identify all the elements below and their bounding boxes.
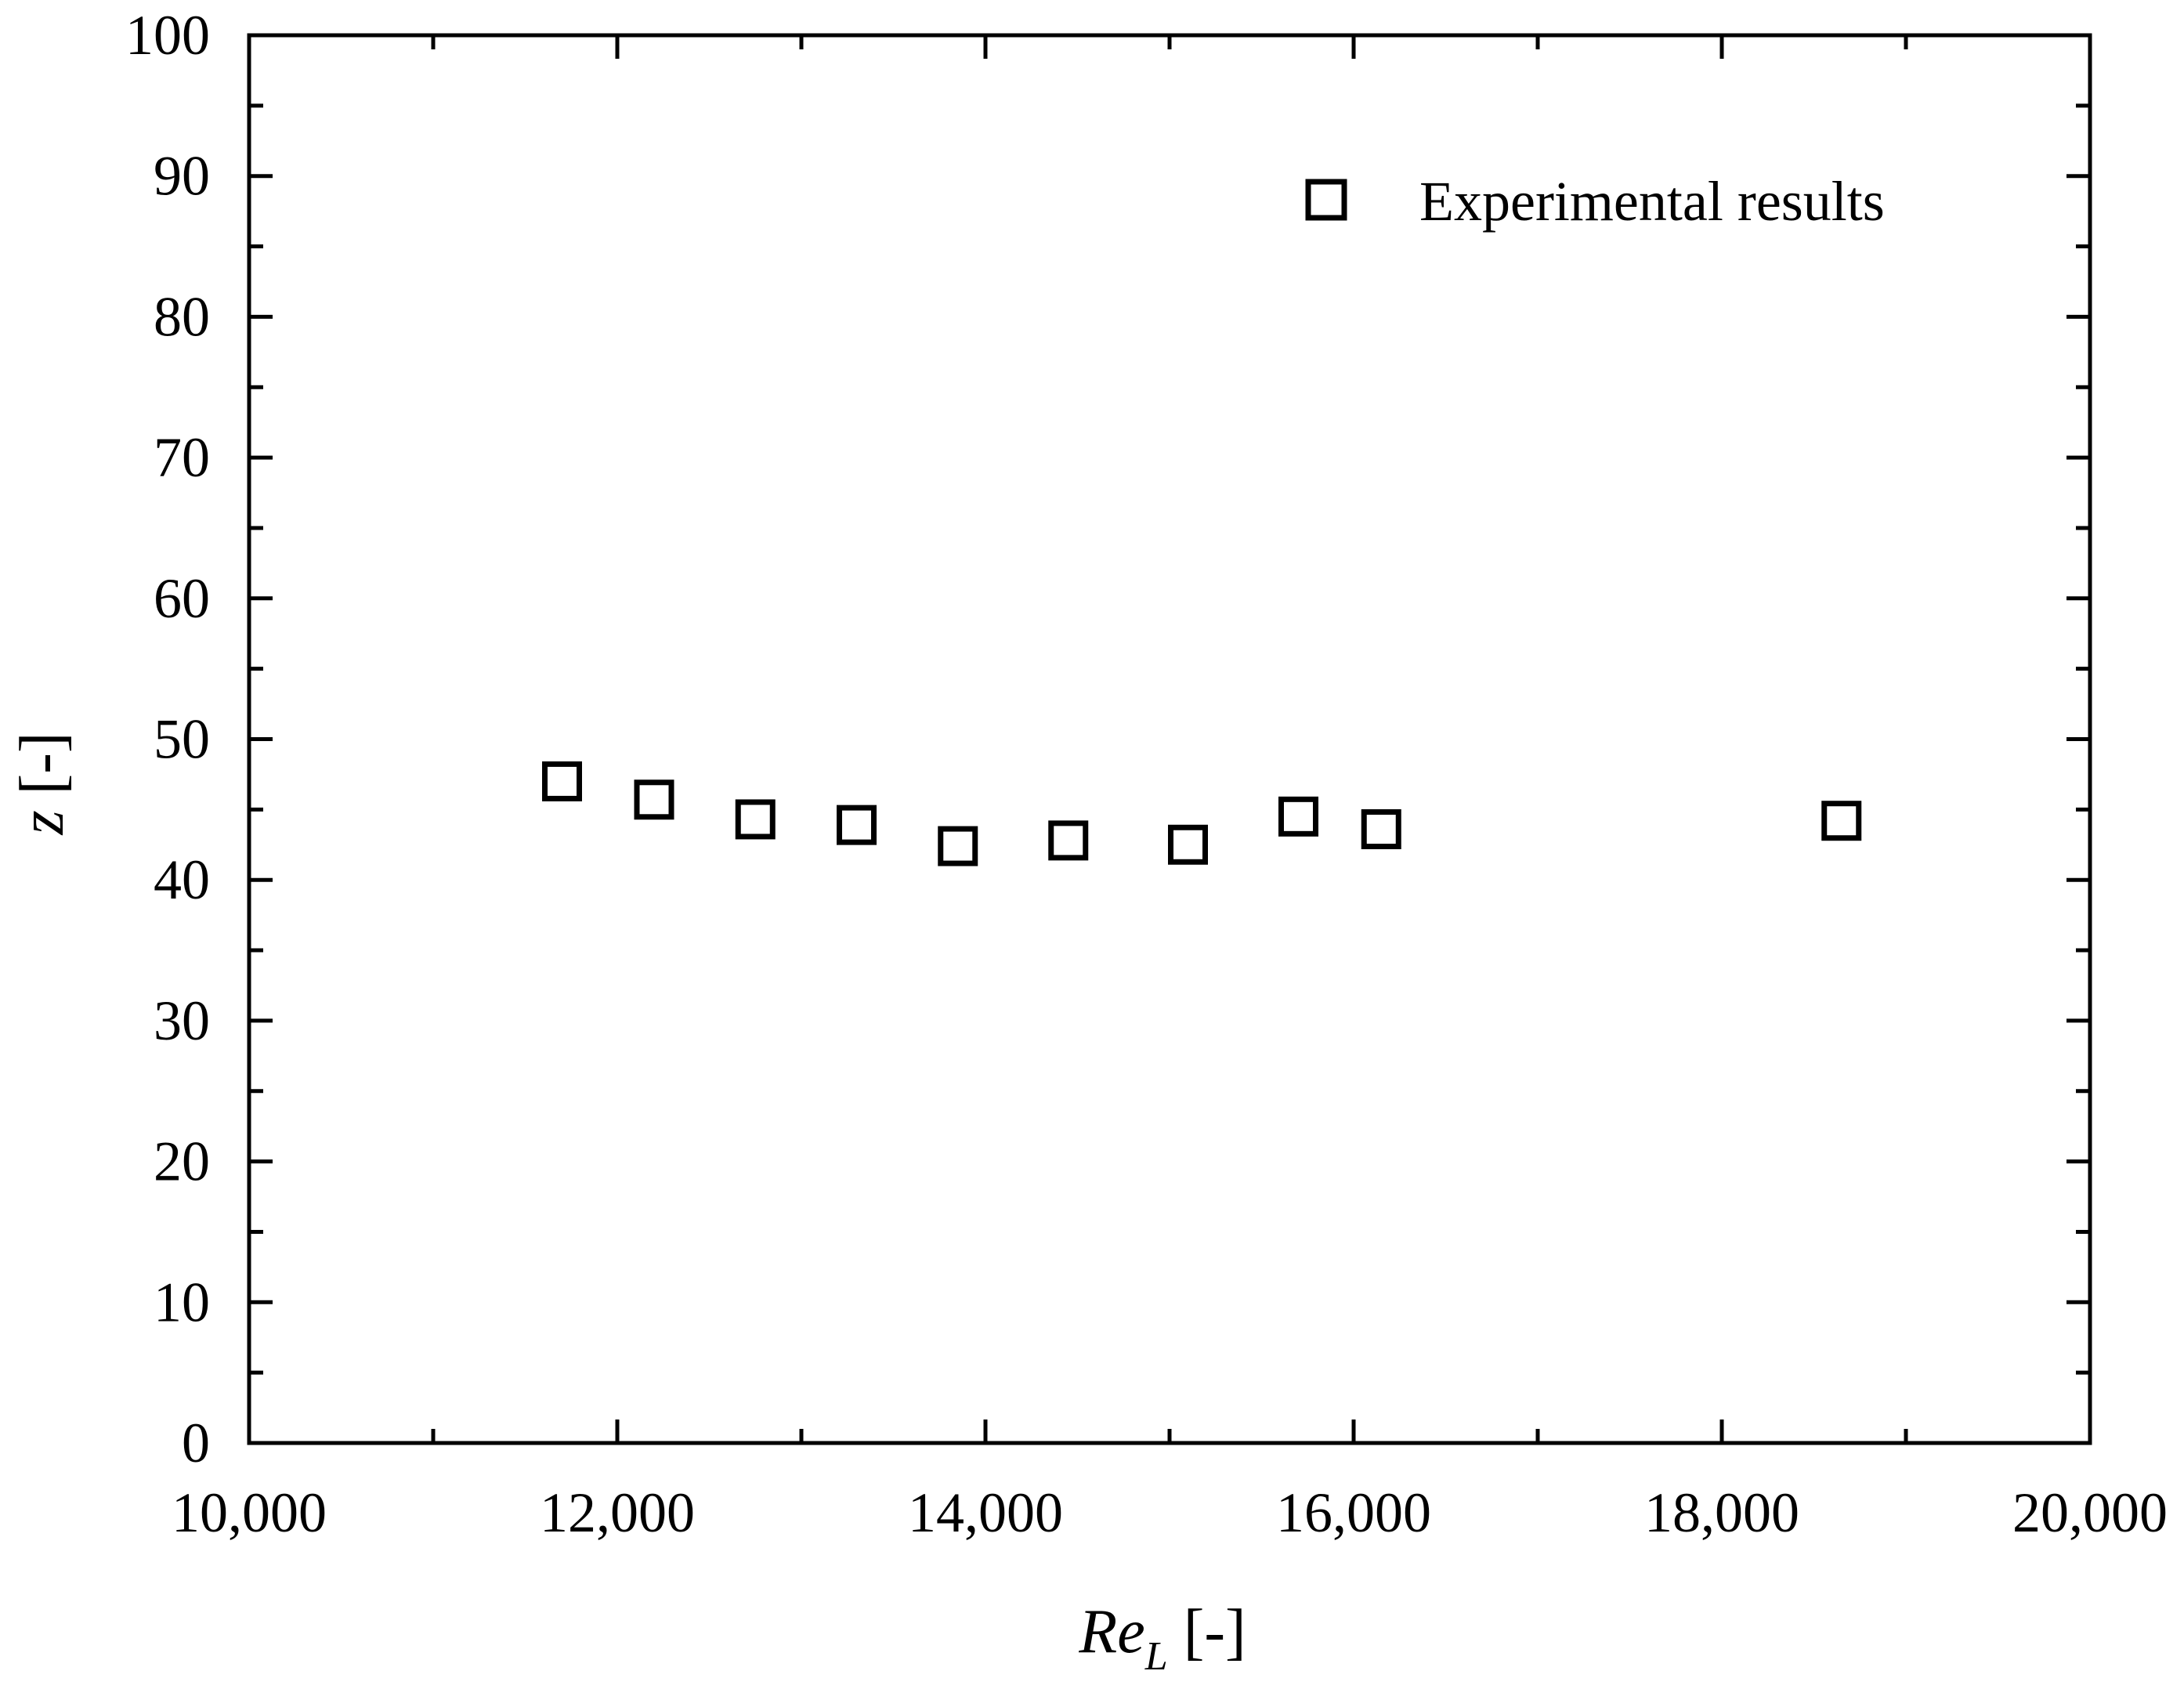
y-tick-label: 30 [154,989,210,1052]
data-points [542,761,1862,866]
x-tick-label: 16,000 [1276,1481,1431,1544]
data-point [1821,801,1862,841]
data-point [542,761,582,801]
x-tick-label: 18,000 [1644,1481,1799,1544]
x-axis-title-main: Re [1078,1597,1144,1666]
x-axis-title: ReL [-] [1078,1597,1246,1679]
x-tick-label: 14,000 [908,1481,1063,1544]
legend-label: Experimental results [1419,170,1885,233]
x-axis-title-space [1168,1597,1184,1666]
y-axis-ticks: 0 10 20 30 40 50 60 70 80 90 100 [125,4,2090,1474]
x-tick-label: 12,000 [540,1481,695,1544]
x-axis-title-subscript: L [1144,1634,1168,1679]
x-axis-ticks: 10,000 12,000 14,000 16,000 18,000 20,000 [172,35,2168,1544]
x-tick-label: 10,000 [172,1481,327,1544]
y-tick-label: 0 [182,1412,210,1474]
legend: Experimental results [1305,170,1885,233]
data-point [634,779,674,820]
x-axis-title-unit: [-] [1184,1597,1246,1666]
y-tick-label: 80 [154,285,210,348]
y-tick-label: 60 [154,567,210,630]
x-tick-label: 20,000 [2012,1481,2168,1544]
y-axis-title: z [-] [8,732,77,835]
y-tick-label: 90 [154,145,210,208]
y-tick-label: 70 [154,426,210,489]
y-axis-title-main: z [8,810,77,835]
y-axis-title-unit: [-] [8,732,77,794]
data-point [1361,809,1401,850]
data-point [1048,820,1089,861]
y-axis-title-space [8,794,77,810]
y-tick-label: 40 [154,848,210,911]
data-point [1278,796,1318,837]
plot-frame [247,33,2092,1445]
y-tick-label: 50 [154,708,210,771]
y-tick-label: 100 [125,4,210,67]
data-point [735,799,776,840]
legend-marker [1305,179,1347,221]
y-tick-label: 10 [154,1271,210,1333]
data-point [1168,824,1208,865]
y-tick-label: 20 [154,1130,210,1193]
data-point [837,805,877,845]
data-point [938,826,978,866]
